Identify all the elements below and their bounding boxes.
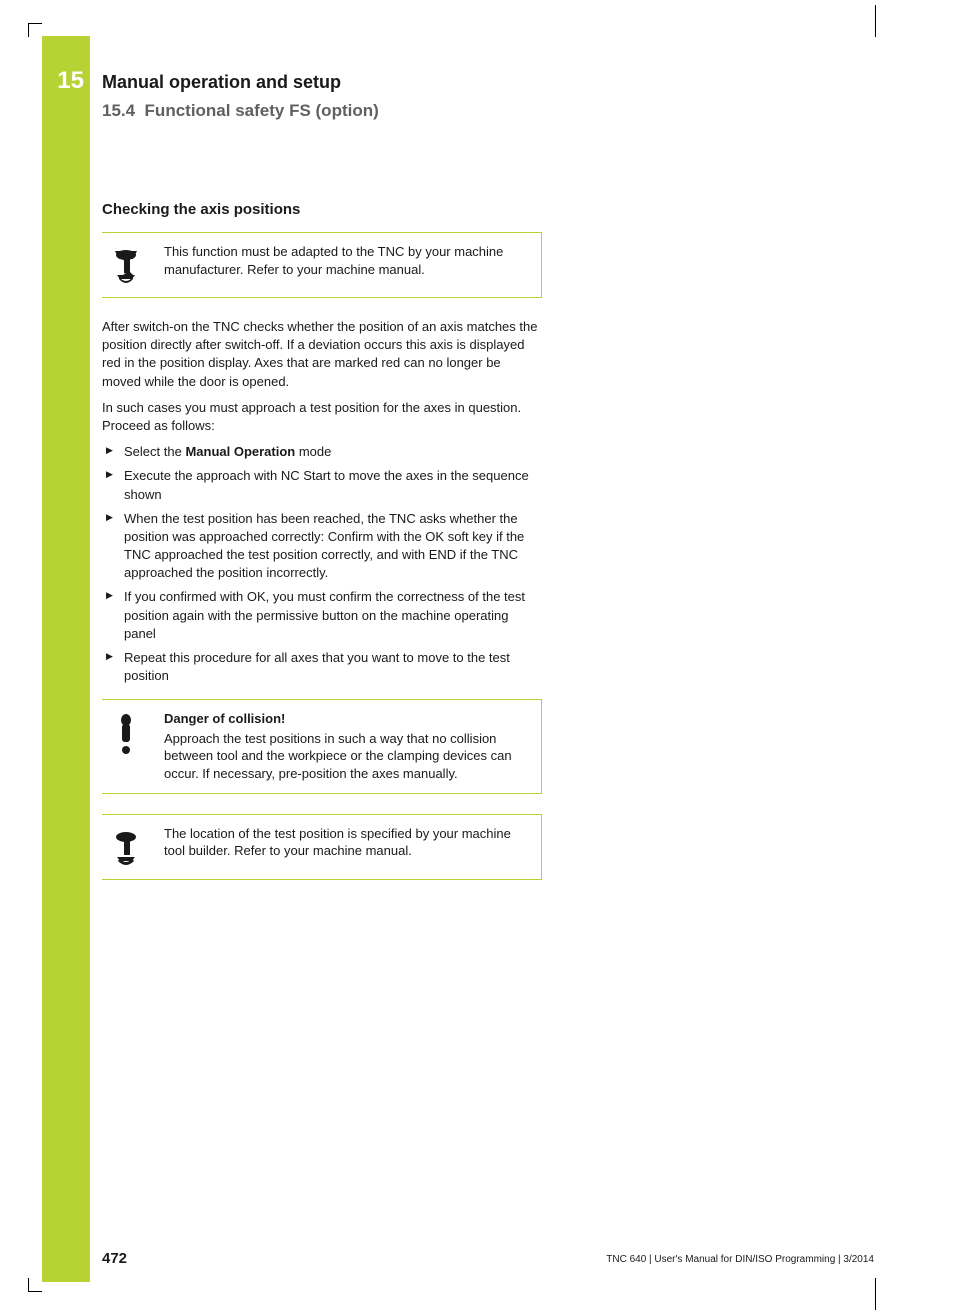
machine-note-text-1: This function must be adapted to the TNC…: [164, 243, 531, 287]
crop-mark-tl: [28, 23, 42, 37]
step-item-4: If you confirmed with OK, you must confi…: [102, 588, 542, 643]
chapter-title: Manual operation and setup: [102, 72, 542, 93]
step1-pre: Select the: [124, 444, 185, 459]
body-paragraph-1: After switch-on the TNC checks whether t…: [102, 318, 542, 391]
step-item-5: Repeat this procedure for all axes that …: [102, 649, 542, 685]
body-paragraph-2: In such cases you must approach a test p…: [102, 399, 542, 435]
machine-note-text-2: The location of the test position is spe…: [164, 825, 531, 869]
step-list: Select the Manual Operation mode Execute…: [102, 443, 542, 685]
machine-note-box-2: The location of the test position is spe…: [102, 814, 542, 880]
section-name: Functional safety FS (option): [145, 101, 379, 120]
machine-note-box-1: This function must be adapted to the TNC…: [102, 232, 542, 298]
subsection-heading: Checking the axis positions: [102, 201, 542, 218]
page-number: 472: [102, 1250, 127, 1267]
side-accent-bar: [42, 36, 90, 1282]
step1-bold: Manual Operation: [185, 444, 295, 459]
section-number: 15.4: [102, 101, 135, 120]
page-content: Manual operation and setup 15.4 Function…: [102, 72, 542, 900]
step-item-2: Execute the approach with NC Start to mo…: [102, 467, 542, 503]
warning-title: Danger of collision!: [164, 710, 531, 728]
warning-box: Danger of collision! Approach the test p…: [102, 699, 542, 793]
step-item-1: Select the Manual Operation mode: [102, 443, 542, 461]
machine-icon: [102, 243, 150, 287]
crop-mark-bl: [28, 1278, 42, 1292]
crop-mark-tr: [875, 5, 876, 37]
footer-text: TNC 640 | User's Manual for DIN/ISO Prog…: [606, 1254, 874, 1265]
exclamation-icon: [102, 710, 150, 782]
section-title: 15.4 Functional safety FS (option): [102, 101, 542, 121]
step1-post: mode: [295, 444, 331, 459]
step-item-3: When the test position has been reached,…: [102, 510, 542, 583]
chapter-number-badge: 15: [42, 60, 90, 102]
crop-mark-br: [875, 1278, 876, 1310]
warning-body: Approach the test positions in such a wa…: [164, 731, 512, 781]
machine-icon-2: [102, 825, 150, 869]
warning-text: Danger of collision! Approach the test p…: [164, 710, 531, 782]
